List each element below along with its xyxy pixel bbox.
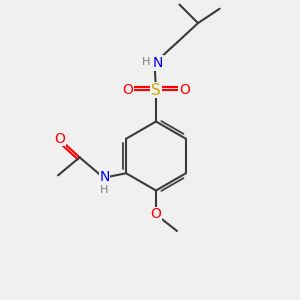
Text: N: N xyxy=(153,56,163,70)
Text: H: H xyxy=(100,185,109,195)
Text: O: O xyxy=(151,208,161,221)
Text: O: O xyxy=(54,132,65,146)
Text: O: O xyxy=(179,83,190,97)
Text: N: N xyxy=(99,170,110,184)
Text: O: O xyxy=(122,83,133,97)
Text: H: H xyxy=(142,56,150,67)
Text: S: S xyxy=(151,82,161,98)
